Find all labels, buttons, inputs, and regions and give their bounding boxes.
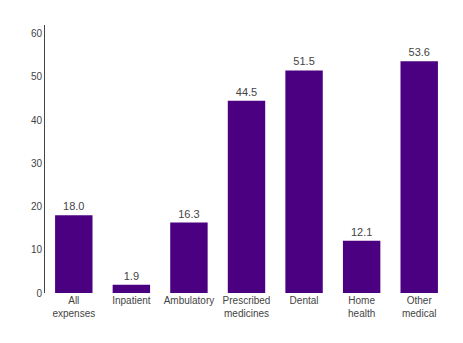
svg-text:50: 50: [31, 71, 43, 82]
svg-text:51.5: 51.5: [293, 55, 314, 67]
svg-text:Ambulatory: Ambulatory: [164, 295, 215, 306]
svg-text:Dental: Dental: [290, 295, 319, 306]
svg-text:20: 20: [31, 201, 43, 212]
svg-text:0: 0: [36, 288, 42, 299]
svg-text:Allexpenses: Allexpenses: [52, 295, 95, 319]
svg-text:12.1: 12.1: [351, 226, 372, 238]
svg-text:10: 10: [31, 244, 43, 255]
svg-text:30: 30: [31, 158, 43, 169]
svg-text:Inpatient: Inpatient: [112, 295, 151, 306]
svg-text:40: 40: [31, 115, 43, 126]
svg-text:Homehealth: Homehealth: [348, 295, 375, 319]
svg-text:53.6: 53.6: [409, 46, 430, 58]
svg-text:16.3: 16.3: [178, 208, 199, 220]
svg-text:1.9: 1.9: [124, 270, 139, 282]
svg-text:Prescribedmedicines: Prescribedmedicines: [223, 295, 271, 319]
svg-text:60: 60: [31, 28, 43, 39]
svg-text:Othermedical: Othermedical: [402, 295, 436, 319]
svg-text:18.0: 18.0: [63, 200, 84, 212]
svg-text:44.5: 44.5: [236, 86, 257, 98]
